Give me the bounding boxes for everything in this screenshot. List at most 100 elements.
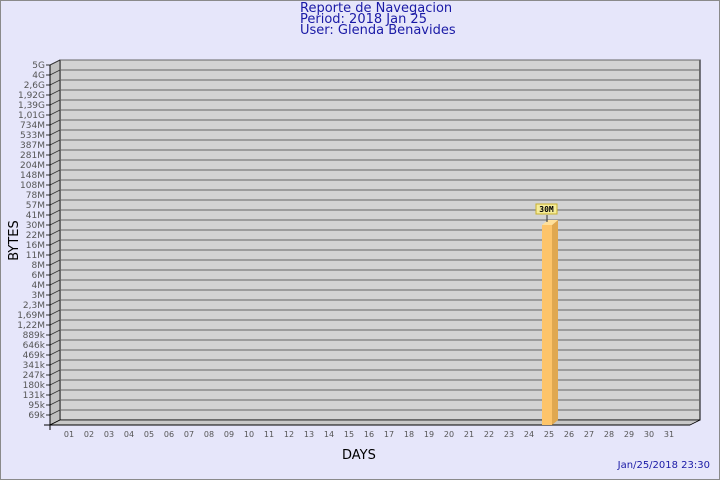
x-tick-label: 04 xyxy=(124,430,134,439)
gridline-wall xyxy=(49,299,61,306)
y-tick-label: 1,22M xyxy=(17,321,45,331)
gridline-wall xyxy=(49,189,61,196)
x-tick-label: 18 xyxy=(404,430,414,439)
y-tick-label: 108M xyxy=(20,181,45,191)
x-tick-label: 27 xyxy=(584,430,594,439)
y-tick-label: 889k xyxy=(23,331,46,341)
gridline-wall xyxy=(49,319,61,326)
data-label: 30M xyxy=(539,205,554,214)
x-tick-label: 21 xyxy=(464,430,474,439)
y-tick-label: 78M xyxy=(26,191,45,201)
gridline-wall xyxy=(49,149,61,156)
gridline-wall xyxy=(49,309,61,316)
gridline-wall xyxy=(49,139,61,146)
x-tick-label: 08 xyxy=(204,430,214,439)
x-tick-label: 03 xyxy=(104,430,114,439)
y-tick-label: 41M xyxy=(26,211,45,221)
y-tick-label: 247k xyxy=(23,371,46,381)
x-tick-label: 12 xyxy=(284,430,294,439)
y-tick-label: 1,39G xyxy=(18,101,45,111)
chart-title: Reporte de Navegacion Period: 2018 Jan 2… xyxy=(300,1,456,38)
gridline-wall xyxy=(49,389,61,396)
y-tick-label: 734M xyxy=(20,121,45,131)
bar xyxy=(542,225,552,425)
x-axis-label: DAYS xyxy=(342,448,376,463)
x-tick-label: 25 xyxy=(544,430,554,439)
y-tick-label: 4G xyxy=(32,71,45,81)
y-tick-label: 8M xyxy=(32,261,46,271)
y-tick-label: 204M xyxy=(20,161,45,171)
gridline-wall xyxy=(49,229,61,236)
gridline-wall xyxy=(49,329,61,336)
y-tick-label: 22M xyxy=(26,231,45,241)
y-tick-label: 57M xyxy=(26,201,45,211)
y-tick-label: 1,01G xyxy=(18,111,45,121)
gridline-wall xyxy=(49,289,61,296)
gridline-wall xyxy=(49,199,61,206)
gridline-wall xyxy=(49,219,61,226)
x-tick-label: 02 xyxy=(84,430,94,439)
x-tick-label: 23 xyxy=(504,430,514,439)
y-tick-label: 95k xyxy=(28,401,45,411)
y-tick-label: 16M xyxy=(26,241,45,251)
y-tick-label: 2,6G xyxy=(24,81,45,91)
gridline-wall xyxy=(49,129,61,136)
gridline-wall xyxy=(49,379,61,386)
gridline-wall xyxy=(49,159,61,166)
report-user: User: Glenda Benavides xyxy=(300,23,456,38)
y-tick-label: 533M xyxy=(20,131,45,141)
y-tick-label: 30M xyxy=(26,221,45,231)
gridline-wall xyxy=(49,239,61,246)
y-tick-label: 5G xyxy=(32,61,45,71)
x-tick-label: 11 xyxy=(264,430,274,439)
x-tick-label: 22 xyxy=(484,430,494,439)
gridline-wall xyxy=(49,119,61,126)
gridline-wall xyxy=(49,399,61,406)
x-tick-label: 13 xyxy=(304,430,314,439)
x-tick-label: 19 xyxy=(424,430,434,439)
x-tick-label: 17 xyxy=(384,430,394,439)
x-tick-label: 16 xyxy=(364,430,374,439)
report-period: Period: 2018 Jan 25 xyxy=(300,12,427,27)
x-tick-label: 07 xyxy=(184,430,194,439)
gridline-wall xyxy=(49,369,61,376)
x-tick-label: 10 xyxy=(244,430,254,439)
gridline-wall xyxy=(49,59,61,66)
gridline-wall xyxy=(49,249,61,256)
bar-side xyxy=(552,220,558,425)
y-tick-label: 4M xyxy=(32,281,46,291)
y-tick-label: 2,3M xyxy=(23,301,45,311)
y-tick-label: 180k xyxy=(23,381,46,391)
gridline-wall xyxy=(49,69,61,76)
y-tick-label: 3M xyxy=(32,291,46,301)
gridline-wall xyxy=(49,349,61,356)
x-tick-label: 28 xyxy=(604,430,614,439)
x-tick-label: 24 xyxy=(524,430,534,439)
y-tick-label: 1,92G xyxy=(18,91,45,101)
gridline-wall xyxy=(49,259,61,266)
y-tick-label: 1,69M xyxy=(17,311,45,321)
y-tick-label: 469k xyxy=(23,351,46,361)
y-tick-label: 646k xyxy=(23,341,46,351)
gridline-wall xyxy=(49,359,61,366)
x-tick-label: 31 xyxy=(664,430,674,439)
gridline-wall xyxy=(49,89,61,96)
gridline-wall xyxy=(49,179,61,186)
report-title: Reporte de Navegacion xyxy=(300,1,453,16)
y-tick-label: 131k xyxy=(23,391,46,401)
y-tick-label: 281M xyxy=(20,151,45,161)
x-tick-label: 14 xyxy=(324,430,334,439)
gridline-wall xyxy=(49,169,61,176)
gridline-wall xyxy=(49,209,61,216)
x-tick-label: 01 xyxy=(64,430,74,439)
y-tick-label: 69k xyxy=(28,411,45,421)
gridline-wall xyxy=(49,269,61,276)
x-tick-label: 26 xyxy=(564,430,574,439)
data-label-box xyxy=(535,203,558,215)
x-tick-label: 30 xyxy=(644,430,654,439)
y-tick-label: 148M xyxy=(20,171,45,181)
gridline-wall xyxy=(49,409,61,416)
y-tick-label: 387M xyxy=(20,141,45,151)
x-tick-label: 05 xyxy=(144,430,154,439)
